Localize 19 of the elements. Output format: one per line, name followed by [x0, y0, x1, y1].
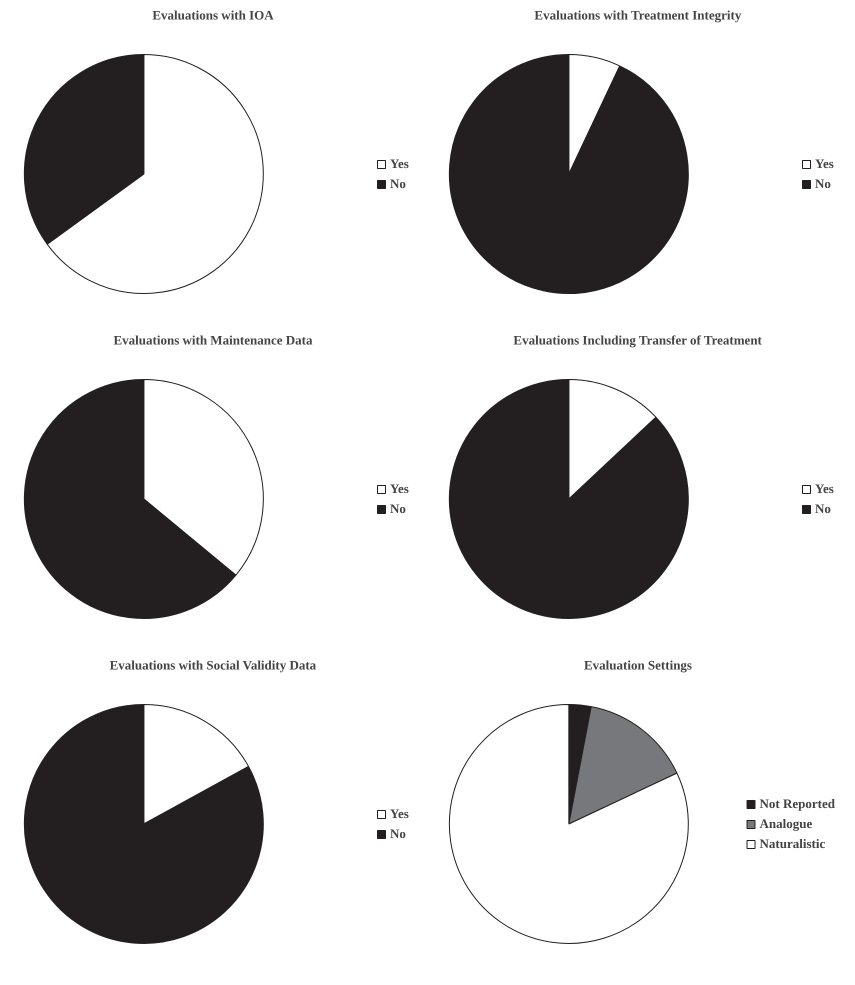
legend-label: Naturalistic — [760, 836, 826, 852]
legend-label: Yes — [390, 156, 410, 172]
legend-label: Not Reported — [760, 796, 835, 812]
chart-title: Evaluations with Treatment Integrity — [534, 8, 742, 22]
legend-label: Yes — [815, 480, 835, 496]
chart-title: Evaluations with Maintenance Data — [114, 332, 313, 348]
legend-label: No — [390, 826, 407, 842]
chart-title: Evaluations with Social Validity Data — [110, 658, 317, 672]
chart-title: Evaluations Including Transfer of Treatment — [513, 332, 763, 348]
legend-label: No — [390, 500, 407, 516]
legend-label: No — [390, 176, 407, 192]
legend-label: Yes — [390, 480, 410, 496]
legend-label: No — [815, 500, 832, 516]
legend-label: Yes — [815, 156, 835, 172]
legend-label: Yes — [390, 806, 410, 822]
legend-label: No — [815, 176, 832, 192]
chart-title: Evaluations with IOA — [152, 8, 274, 22]
chart-title: Evaluation Settings — [584, 658, 692, 672]
legend-label: Analogue — [760, 816, 812, 832]
